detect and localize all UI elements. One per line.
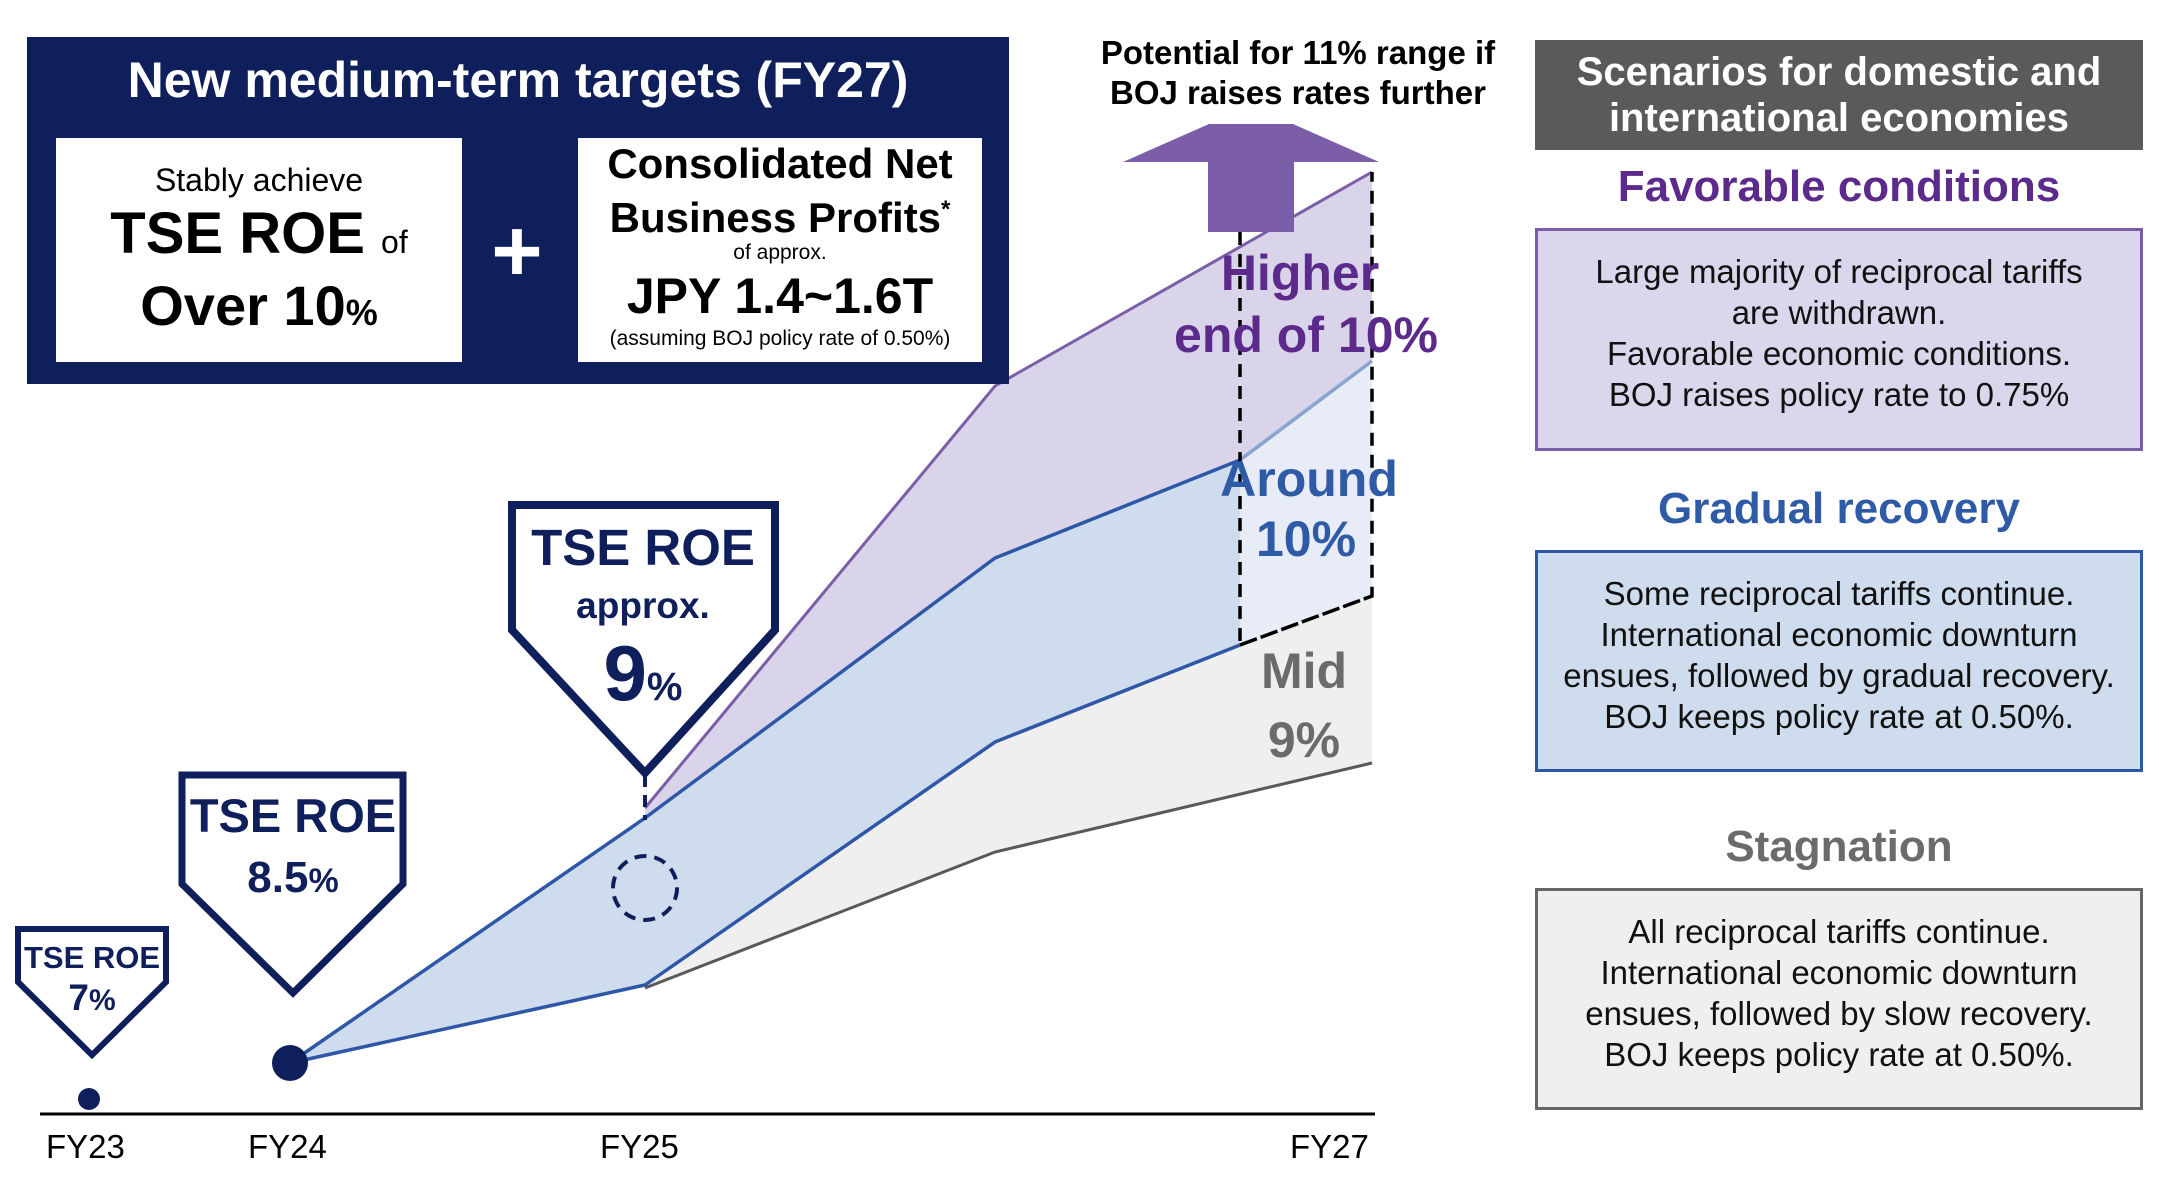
roe-target-of: of bbox=[381, 224, 408, 260]
fy25-callout-approx: approx. bbox=[576, 585, 710, 626]
fy23-callout-metric: TSE ROE bbox=[24, 940, 160, 975]
fy23-callout-shape bbox=[15, 926, 169, 1060]
scenarios-header: Scenarios for domestic and international… bbox=[1535, 40, 2143, 150]
profit-target-note: (assuming BOJ policy rate of 0.50%) bbox=[609, 327, 951, 350]
gradual-line-1: Some reciprocal tariffs continue. bbox=[1603, 575, 2075, 612]
roe-target-metric: TSE ROE bbox=[110, 201, 365, 266]
fy24-callout-unit: % bbox=[308, 862, 338, 900]
gradual-recovery-area bbox=[290, 361, 1372, 1063]
fy23-point bbox=[78, 1088, 100, 1110]
favorable-line-2: are withdrawn. bbox=[1731, 294, 1947, 331]
favorable-box: Large majority of reciprocal tariffs are… bbox=[1535, 228, 2143, 451]
potential-note-line2: BOJ raises rates further bbox=[1109, 74, 1486, 111]
fy23-callout-value: 7 bbox=[68, 977, 89, 1018]
x-tick-label: FY24 bbox=[248, 1128, 327, 1165]
fy27-dashed-range bbox=[1238, 172, 1374, 648]
favorable-line-1: Large majority of reciprocal tariffs bbox=[1595, 253, 2083, 290]
stagnation-area bbox=[645, 596, 1372, 988]
gradual-label-line1: Around bbox=[1220, 451, 1398, 507]
stagnation-label-line1: Mid bbox=[1261, 643, 1347, 699]
stagnation-line-1: All reciprocal tariffs continue. bbox=[1628, 913, 2050, 950]
potential-arrow bbox=[1123, 124, 1379, 232]
profit-target-line2: Business Profits bbox=[609, 194, 942, 241]
fy24-callout-shape bbox=[178, 771, 407, 998]
stagnation-box: All reciprocal tariffs continue. Interna… bbox=[1535, 888, 2143, 1110]
fy25-callout-shape bbox=[508, 501, 779, 779]
x-tick-label: FY27 bbox=[1290, 1128, 1369, 1165]
stagnation-line-2: International economic downturn bbox=[1600, 954, 2078, 991]
profit-target-value: JPY 1.4~1.6T bbox=[626, 268, 934, 324]
fy25-forecast-marker bbox=[611, 854, 679, 922]
gradual-box: Some reciprocal tariffs continue. Intern… bbox=[1535, 550, 2143, 772]
fy25-callout-metric: TSE ROE bbox=[531, 519, 755, 576]
scenarios-header-line2: international economies bbox=[1608, 96, 2070, 140]
profit-target-line1: Consolidated Net bbox=[607, 140, 953, 187]
favorable-line-3: Favorable economic conditions. bbox=[1606, 335, 2072, 372]
favorable-line-4: BOJ raises policy rate to 0.75% bbox=[1608, 376, 2070, 413]
stagnation-title: Stagnation bbox=[1725, 822, 1953, 871]
favorable-label-line2: end of 10% bbox=[1174, 307, 1438, 363]
potential-note-line1: Potential for 11% range if bbox=[1100, 34, 1496, 71]
gradual-upper-tail-line bbox=[1238, 359, 1374, 462]
fy24-callout-metric: TSE ROE bbox=[190, 789, 396, 842]
roe-target-line1: Stably achieve bbox=[154, 162, 364, 198]
targets-title: New medium-term targets (FY27) bbox=[127, 52, 909, 108]
fy23-callout-unit: % bbox=[89, 984, 116, 1017]
fy24-point bbox=[272, 1045, 308, 1081]
gradual-line-3: ensues, followed by gradual recovery. bbox=[1563, 657, 2115, 694]
stagnation-line bbox=[644, 761, 1373, 990]
x-tick-label: FY25 bbox=[600, 1128, 679, 1165]
favorable-label-line1: Higher bbox=[1221, 245, 1379, 301]
roe-target-value: Over 10 bbox=[140, 274, 346, 337]
svg-text:7%: 7% bbox=[68, 977, 115, 1018]
svg-text:8.5%: 8.5% bbox=[247, 853, 338, 902]
favorable-area bbox=[645, 172, 1372, 818]
profit-target-card: Consolidated Net Business Profits* of ap… bbox=[578, 138, 982, 362]
profit-target-asterisk: * bbox=[941, 196, 951, 223]
fy25-callout-unit: % bbox=[647, 665, 683, 709]
favorable-title: Favorable conditions bbox=[1617, 162, 2061, 211]
gradual-line-2: International economic downturn bbox=[1600, 616, 2078, 653]
potential-note: Potential for 11% range if BOJ raises ra… bbox=[1068, 33, 1528, 113]
fy25-callout-value: 9 bbox=[604, 629, 647, 717]
roe-target-unit: % bbox=[345, 292, 378, 333]
medium-term-targets-box: New medium-term targets (FY27) Stably ac… bbox=[27, 37, 1009, 384]
profit-target-line3: of approx. bbox=[733, 241, 827, 264]
gradual-title: Gradual recovery bbox=[1658, 484, 2020, 533]
scenarios-header-line1: Scenarios for domestic and bbox=[1576, 50, 2102, 94]
gradual-label-line2: 10% bbox=[1256, 511, 1356, 567]
fy27-range-box bbox=[1240, 361, 1372, 645]
fy24-callout-value: 8.5 bbox=[247, 853, 308, 902]
plus-icon: + bbox=[491, 201, 543, 300]
stagnation-label-line2: 9% bbox=[1268, 712, 1340, 768]
favorable-line bbox=[643, 170, 1373, 809]
svg-text:9%: 9% bbox=[604, 629, 683, 717]
x-tick-label: FY23 bbox=[46, 1128, 125, 1165]
gradual-recovery-lower-line bbox=[289, 643, 1241, 1065]
gradual-recovery-upper-line bbox=[289, 458, 1241, 1065]
roe-target-card: Stably achieve TSE ROE of Over 10% bbox=[56, 138, 462, 362]
stagnation-line-4: BOJ keeps policy rate at 0.50%. bbox=[1604, 1036, 2074, 1073]
gradual-line-4: BOJ keeps policy rate at 0.50%. bbox=[1604, 698, 2074, 735]
stagnation-line-3: ensues, followed by slow recovery. bbox=[1585, 995, 2093, 1032]
